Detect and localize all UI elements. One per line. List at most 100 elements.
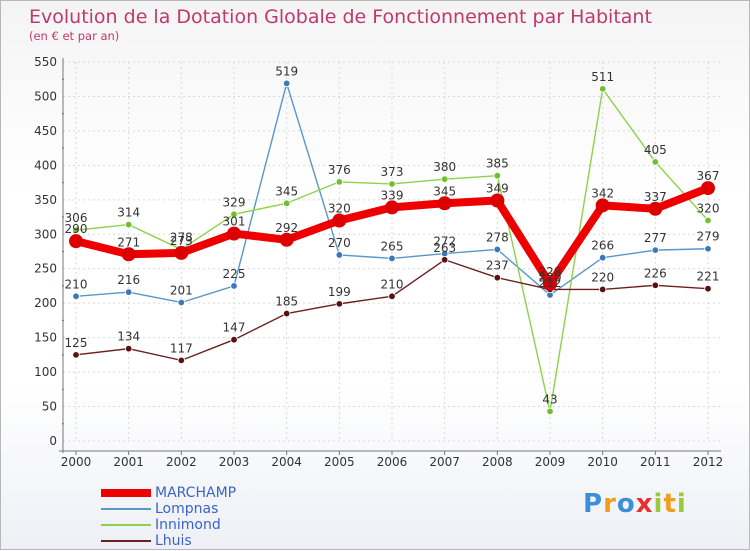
data-point-lhuis [230,336,238,344]
data-label-innimond: 314 [117,206,140,220]
data-label-marchamp: 273 [170,234,193,248]
legend-swatch-marchamp [101,489,151,497]
y-tick-label: 400 [34,158,57,172]
data-point-marchamp [595,198,610,213]
data-point-innimond [598,85,607,93]
x-tick-label: 2009 [535,455,566,469]
data-label-lhuis: 125 [65,336,88,350]
data-point-innimond [388,180,396,188]
data-point-innimond [651,158,660,166]
x-tick-label: 2003 [219,455,250,469]
y-tick-label: 150 [34,331,57,345]
y-tick-label: 100 [34,365,57,379]
proxiti-logo-letter: t [663,489,677,519]
data-point-lhuis [282,309,291,318]
data-point-innimond [124,220,133,229]
data-label-innimond: 43 [542,392,557,406]
chart-subtitle: (en € et par an) [29,29,120,43]
data-label-lompnas: 225 [223,267,246,281]
data-point-lompnas [493,245,502,254]
data-label-lhuis: 134 [117,330,140,344]
data-point-marchamp [648,201,663,216]
data-label-lompnas: 210 [65,277,88,291]
data-label-lhuis: 226 [644,266,667,280]
data-point-marchamp [69,234,83,249]
data-label-lhuis: 185 [275,295,298,309]
data-point-marchamp [332,213,347,228]
x-tick-label: 2005 [324,455,355,469]
data-label-innimond: 511 [591,70,614,84]
data-point-lompnas [230,282,238,290]
x-tick-label: 2011 [640,455,671,469]
proxiti-logo-letter: P [583,489,604,519]
data-point-lompnas [704,245,712,253]
data-point-lhuis [335,300,344,308]
y-tick-label: 300 [34,227,57,241]
y-tick-label: 50 [42,400,57,414]
data-label-lompnas: 279 [697,230,720,244]
y-tick-label: 500 [34,89,57,103]
data-label-lompnas: 212 [539,276,562,290]
data-label-lhuis: 221 [697,270,720,284]
data-label-marchamp: 301 [223,215,246,229]
data-label-lhuis: 220 [591,270,614,284]
x-tick-label: 2010 [587,455,618,469]
data-label-lhuis: 237 [486,259,509,273]
y-tick-label: 550 [34,55,57,69]
data-label-marchamp: 290 [65,222,88,236]
data-label-innimond: 278 [170,230,193,244]
data-point-innimond [493,171,502,180]
data-point-marchamp [227,226,241,241]
x-tick-label: 2004 [271,455,302,469]
data-label-lompnas: 265 [381,239,404,253]
data-label-innimond: 376 [328,163,351,177]
x-tick-label: 2008 [482,455,513,469]
data-point-lompnas [124,288,133,296]
data-point-marchamp [385,200,399,215]
proxiti-logo-letter: r [603,489,617,519]
proxiti-logo-letter: x [635,489,654,519]
proxiti-logo: Proxiti [583,489,687,519]
data-label-marchamp: 342 [591,186,614,200]
data-label-lompnas: 519 [275,64,298,78]
data-label-marchamp: 349 [486,182,509,196]
data-point-lhuis [651,281,660,289]
legend-swatch-lhuis [101,540,151,542]
y-tick-label: 250 [34,262,57,276]
y-tick-label: 200 [34,296,57,310]
proxiti-logo-letter: i [653,489,664,519]
x-tick-label: 2000 [61,455,92,469]
legend-swatch-lompnas [101,508,151,510]
data-point-lompnas [388,254,396,263]
data-point-marchamp [543,276,557,291]
data-label-innimond: 373 [381,165,404,179]
data-point-lhuis [440,256,449,264]
data-label-innimond: 329 [223,195,246,209]
data-label-marchamp: 339 [381,188,404,202]
data-point-lompnas [72,292,80,300]
data-label-marchamp: 292 [275,221,298,235]
data-label-lompnas: 266 [591,239,614,253]
data-point-lhuis [704,285,712,293]
data-label-lhuis: 220 [539,270,562,284]
data-point-lhuis [124,344,133,353]
data-label-marchamp: 345 [433,184,456,198]
data-label-lhuis: 147 [223,321,246,335]
y-tick-label: 450 [34,124,57,138]
proxiti-logo-letter: i [676,489,687,519]
data-label-lompnas: 216 [117,273,140,287]
legend-label-marchamp: MARCHAMP [155,485,237,501]
data-point-innimond [230,210,238,218]
data-label-lhuis: 199 [328,285,351,299]
data-point-marchamp [279,232,294,247]
data-point-marchamp [121,247,136,262]
data-point-marchamp [490,193,505,208]
data-point-innimond [546,407,554,416]
x-tick-label: 2006 [377,455,408,469]
data-point-lhuis [72,351,80,359]
data-label-marchamp: 320 [328,201,351,215]
data-label-innimond: 345 [275,184,298,198]
data-point-marchamp [437,196,452,211]
